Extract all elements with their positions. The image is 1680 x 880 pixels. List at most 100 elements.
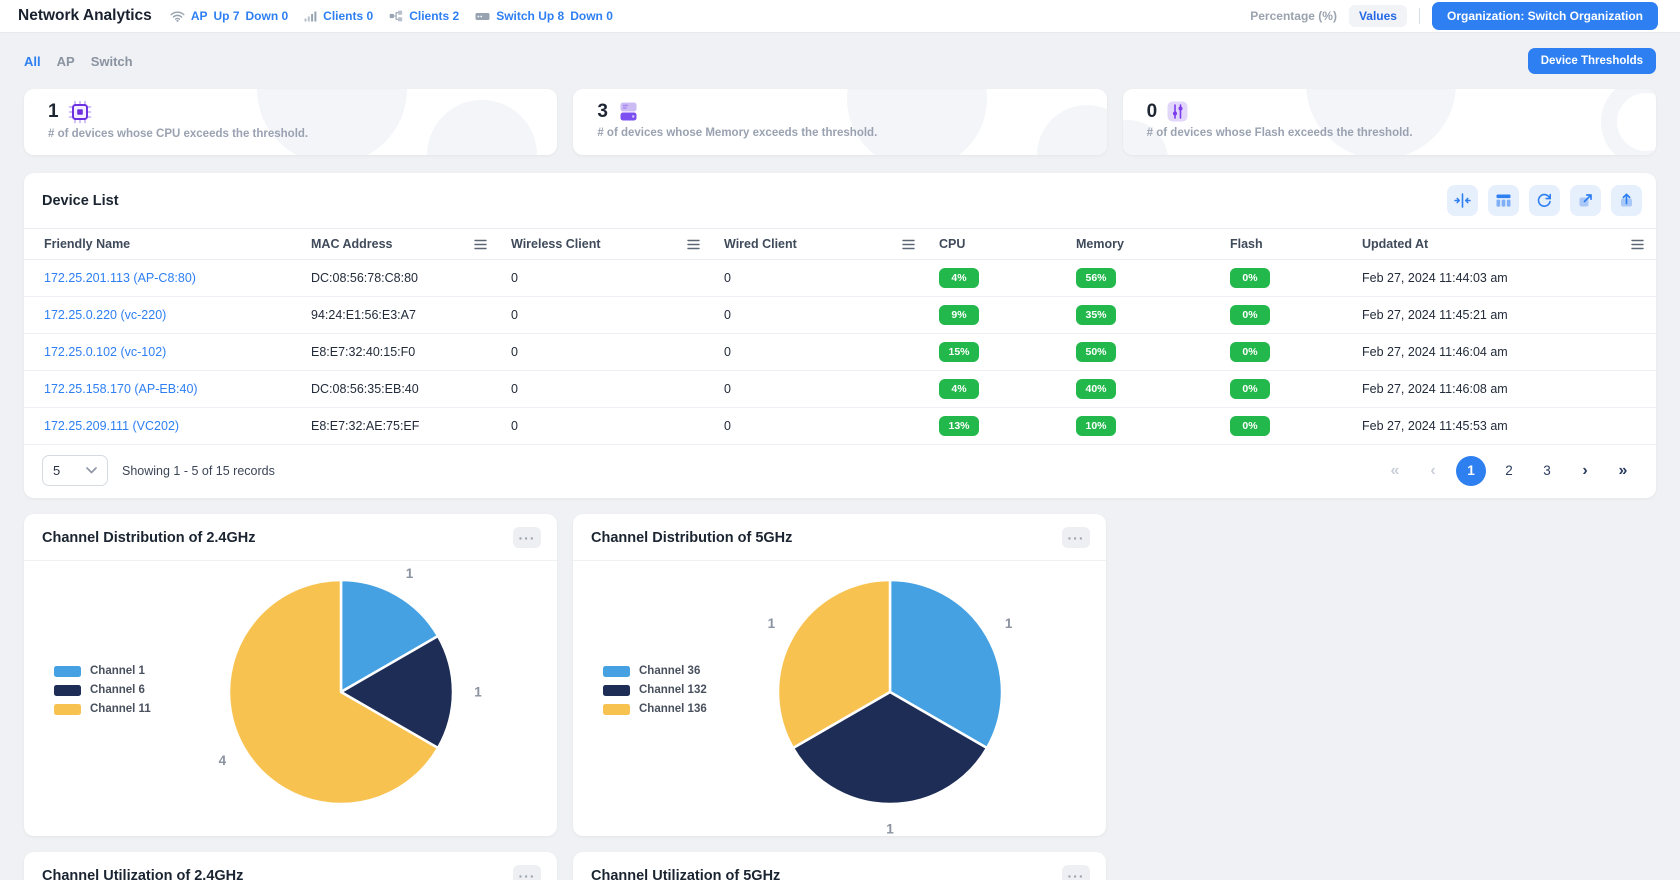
legend-label: Channel 36 <box>639 665 701 677</box>
distribution-charts-row: Channel Distribution of 2.4GHz ··· Chann… <box>24 514 1656 837</box>
page-button-3[interactable]: 3 <box>1543 463 1551 478</box>
toggle-values[interactable]: Values <box>1348 5 1407 27</box>
cpu-chip-icon <box>68 100 91 124</box>
pie-slice-channel-36[interactable] <box>888 578 1004 750</box>
pie-data-label: 1 <box>474 685 482 700</box>
memory-threshold-description: # of devices whose Memory exceeds the th… <box>597 127 878 139</box>
column-menu-icon[interactable] <box>687 239 700 250</box>
pager: « ‹ 1 2 3 › » <box>1380 455 1638 486</box>
cpu-badge: 15% <box>939 342 979 362</box>
legend-swatch <box>54 703 81 715</box>
page-button-2[interactable]: 2 <box>1505 463 1513 478</box>
last-page-button[interactable]: » <box>1618 461 1628 479</box>
card-decoration <box>1600 89 1656 155</box>
column-menu-icon[interactable] <box>1631 239 1644 250</box>
flash-badge: 0% <box>1230 379 1270 399</box>
ellipsis-menu-icon[interactable]: ··· <box>513 527 541 548</box>
wifi-icon <box>170 11 185 22</box>
wired-client-cell: 0 <box>712 333 927 371</box>
refresh-button[interactable] <box>1529 185 1560 216</box>
pie-chart-24ghz: Channel 1 Channel 6 Channel 11 1 1 4 <box>24 561 557 834</box>
ellipsis-menu-icon[interactable]: ··· <box>1062 865 1090 880</box>
legend-item[interactable]: Channel 1 <box>54 665 151 677</box>
legend-item[interactable]: Channel 6 <box>54 684 151 696</box>
legend-item[interactable]: Channel 132 <box>603 684 707 696</box>
export-button[interactable] <box>1611 185 1642 216</box>
channel-distribution-5ghz-card: Channel Distribution of 5GHz ··· Channel… <box>573 514 1106 837</box>
cpu-threshold-description: # of devices whose CPU exceeds the thres… <box>48 128 309 140</box>
table-header-row: Friendly Name MAC Address Wireless Clien… <box>24 228 1656 260</box>
stat-cards-row: 1 # of devices whose CPU exceeds the thr… <box>24 89 1656 155</box>
ap-status: AP Up 7 Down 0 <box>170 9 288 23</box>
pie-slice-channel-132[interactable] <box>791 690 989 806</box>
wired-clients-label: Clients 2 <box>409 9 460 23</box>
column-header-mac-address[interactable]: MAC Address <box>299 228 499 260</box>
mac-address-cell: 94:24:E1:56:E3:A7 <box>299 296 499 334</box>
memory-badge: 10% <box>1076 416 1116 436</box>
organization-button[interactable]: Organization: Switch Organization <box>1431 2 1658 30</box>
pie-data-label: 1 <box>406 566 414 581</box>
column-header-memory[interactable]: Memory <box>1064 228 1218 260</box>
first-page-button[interactable]: « <box>1390 461 1400 479</box>
ellipsis-menu-icon[interactable]: ··· <box>513 865 541 880</box>
column-header-updated-at[interactable]: Updated At <box>1350 228 1656 260</box>
legend-label: Channel 6 <box>90 684 145 696</box>
collapse-columns-button[interactable] <box>1447 185 1478 216</box>
flash-badge: 0% <box>1230 305 1270 325</box>
refresh-icon <box>1537 193 1551 207</box>
column-header-friendly-name[interactable]: Friendly Name <box>24 228 299 260</box>
device-link[interactable]: 172.25.0.220 (vc-220) <box>44 308 167 322</box>
column-header-wireless-client[interactable]: Wireless Client <box>499 228 712 260</box>
table-row: 172.25.0.220 (vc-220) 94:24:E1:56:E3:A7 … <box>24 296 1656 334</box>
chart-legend: Channel 36 Channel 132 Channel 136 <box>603 665 707 715</box>
device-list-toolbar <box>1447 185 1642 216</box>
ellipsis-menu-icon[interactable]: ··· <box>1062 527 1090 548</box>
table-row: 172.25.0.102 (vc-102) E8:E7:32:40:15:F0 … <box>24 333 1656 371</box>
collapse-columns-icon <box>1454 193 1471 208</box>
page-size-value: 5 <box>53 463 61 478</box>
pie-data-label: 1 <box>886 822 894 837</box>
page-size-select[interactable]: 5 <box>42 455 108 486</box>
pie-slice-channel-136[interactable] <box>776 578 892 750</box>
legend-swatch <box>54 665 81 677</box>
topbar-divider <box>1418 8 1420 24</box>
device-link[interactable]: 172.25.209.111 (VC202) <box>44 419 180 433</box>
legend-item[interactable]: Channel 36 <box>603 665 707 677</box>
column-menu-icon[interactable] <box>474 239 487 250</box>
flash-badge: 0% <box>1230 342 1270 362</box>
device-link[interactable]: 172.25.0.102 (vc-102) <box>44 345 167 359</box>
expand-button[interactable] <box>1570 185 1601 216</box>
tab-ap[interactable]: AP <box>56 53 75 69</box>
pie-chart-5ghz: Channel 36 Channel 132 Channel 136 1 1 1 <box>573 561 1106 837</box>
device-link[interactable]: 172.25.201.113 (AP-C8:80) <box>44 271 196 285</box>
memory-threshold-card: 3 # of devices whose Memory exceeds the … <box>573 89 1107 155</box>
legend-item[interactable]: Channel 11 <box>54 703 151 715</box>
pie-slice-channel-1[interactable] <box>339 578 440 694</box>
pie-slice-channel-11[interactable] <box>227 578 440 806</box>
column-menu-icon[interactable] <box>902 239 915 250</box>
ap-down-count: Down 0 <box>245 9 289 23</box>
column-header-flash[interactable]: Flash <box>1218 228 1350 260</box>
mac-address-cell: E8:E7:32:AE:75:EF <box>299 407 499 445</box>
tab-all[interactable]: All <box>24 53 41 69</box>
column-header-cpu[interactable]: CPU <box>927 228 1064 260</box>
device-link[interactable]: 172.25.158.170 (AP-EB:40) <box>44 382 198 396</box>
device-thresholds-button[interactable]: Device Thresholds <box>1527 48 1656 74</box>
channel-utilization-5ghz-card: Channel Utilization of 5GHz ··· <box>573 852 1106 880</box>
prev-page-button[interactable]: ‹ <box>1430 461 1436 479</box>
next-page-button[interactable]: › <box>1582 461 1588 479</box>
page-button-1[interactable]: 1 <box>1456 455 1486 486</box>
cpu-exceed-count: 1 <box>48 101 59 122</box>
toggle-percentage[interactable]: Percentage (%) <box>1250 9 1337 23</box>
pie-chart: 1 1 1 <box>768 578 1013 837</box>
table-columns-button[interactable] <box>1488 185 1519 216</box>
legend-item[interactable]: Channel 136 <box>603 703 707 715</box>
column-header-wired-client[interactable]: Wired Client <box>712 228 927 260</box>
tab-switch[interactable]: Switch <box>90 53 133 69</box>
memory-badge: 56% <box>1076 268 1116 288</box>
pie-slice-channel-6[interactable] <box>339 634 455 750</box>
updated-at-cell: Feb 27, 2024 11:45:21 am <box>1350 296 1656 334</box>
mac-address-cell: DC:08:56:78:C8:80 <box>299 259 499 297</box>
wireless-client-cell: 0 <box>499 407 712 445</box>
